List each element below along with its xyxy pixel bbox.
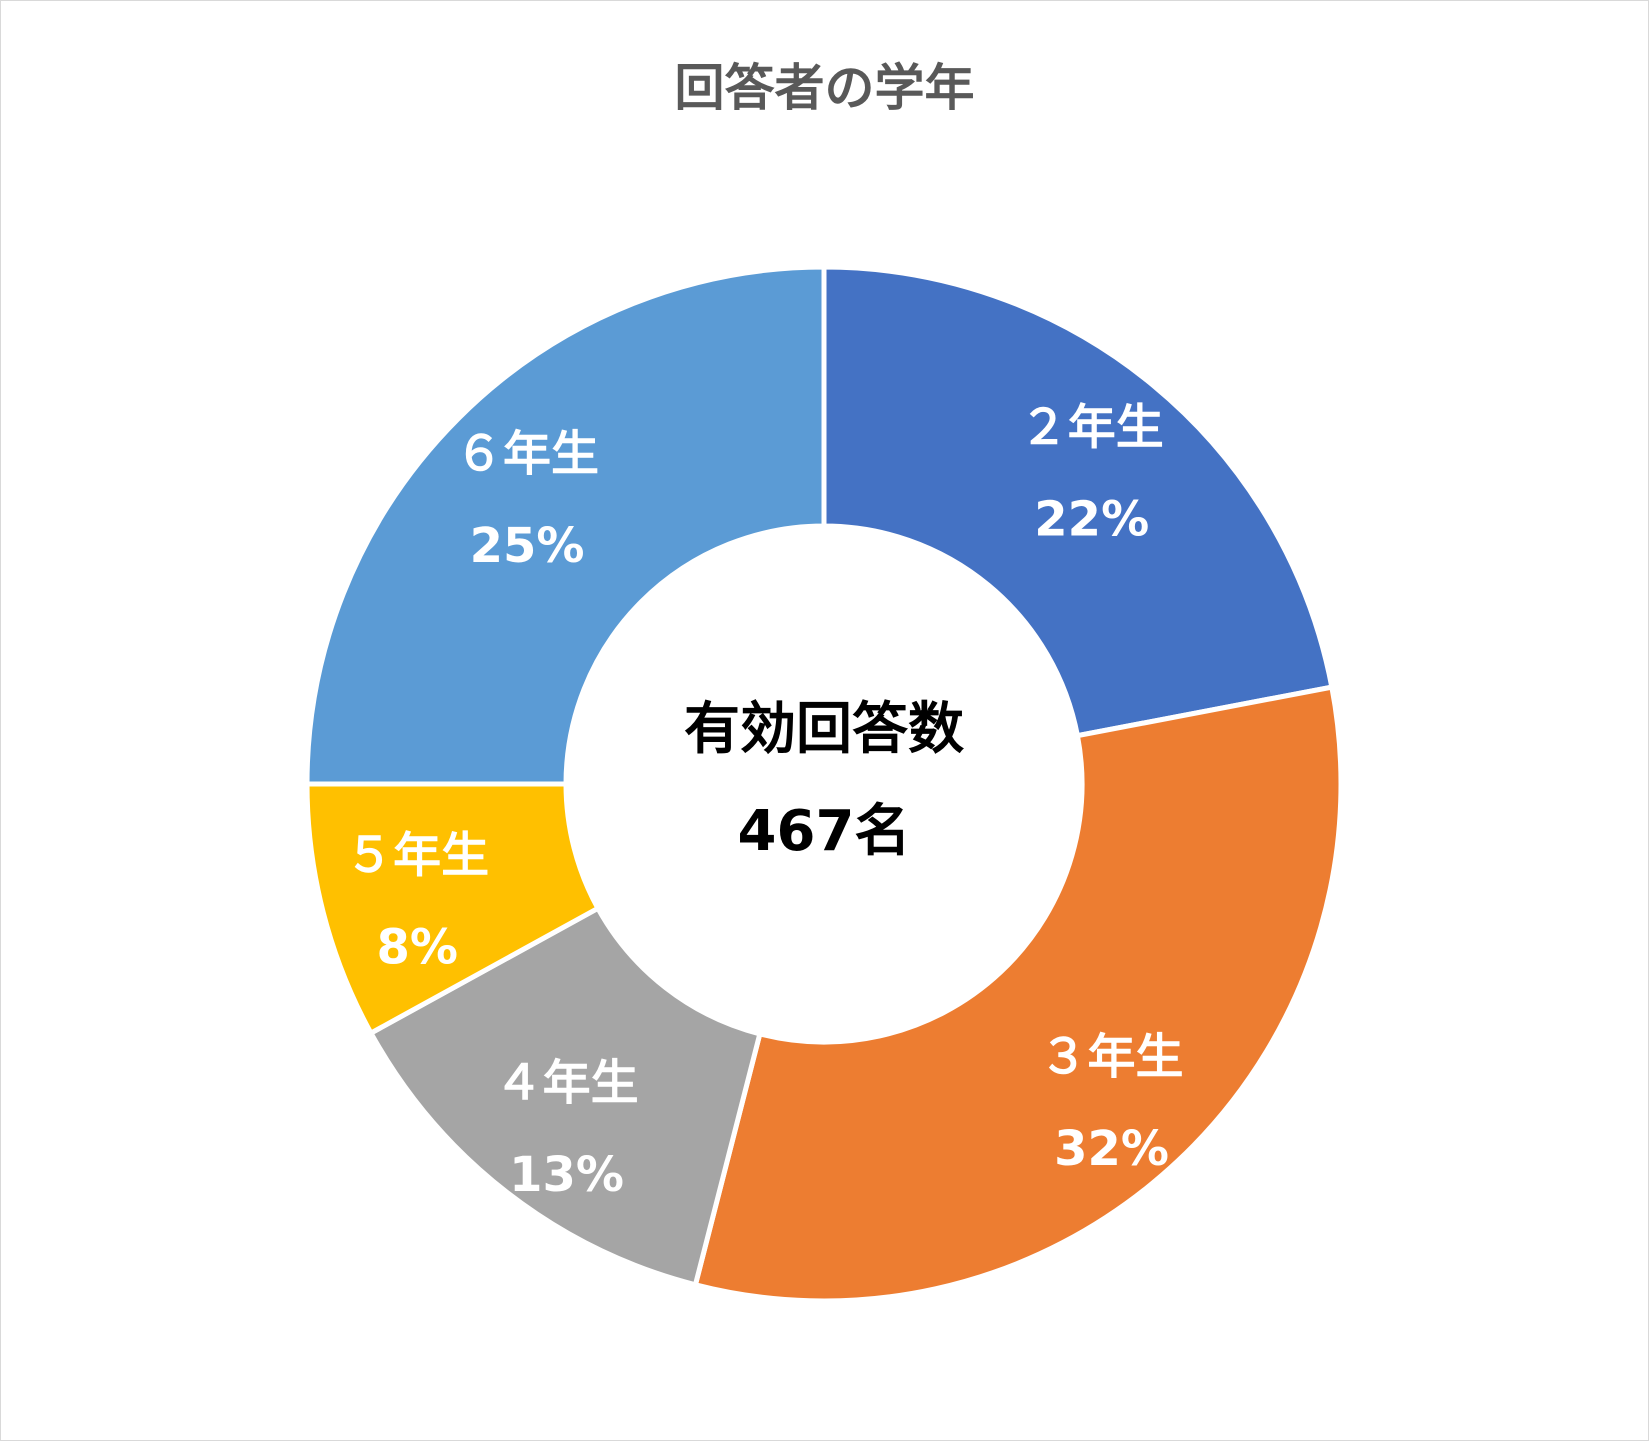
slice-2-percent-label: 32% bbox=[1054, 1121, 1169, 1177]
slice-5 bbox=[304, 264, 827, 787]
slice-4-percent-label: 8% bbox=[376, 919, 458, 975]
slice-3 bbox=[367, 904, 763, 1288]
slice-3-name-label: ４年生 bbox=[495, 1055, 639, 1111]
labels-group: ２年生 22% ３年生 32% ４年生 13% ５年生 8% ６年生 25% bbox=[345, 399, 1183, 1202]
slice-5-percent-label: 25% bbox=[470, 518, 585, 574]
slice-1 bbox=[821, 264, 1335, 739]
slice-3-percent-label: 13% bbox=[509, 1147, 624, 1203]
slice-1-name-label: ２年生 bbox=[1020, 399, 1164, 455]
slice-1-percent-label: 22% bbox=[1034, 491, 1149, 547]
center-label: 有効回答数 bbox=[684, 697, 964, 762]
slice-5-name-label: ６年生 bbox=[455, 426, 599, 482]
chart-title: 回答者の学年 bbox=[674, 59, 975, 117]
slice-4-name-label: ５年生 bbox=[345, 827, 489, 883]
center-value: 467名 bbox=[738, 799, 911, 864]
slice-2-name-label: ３年生 bbox=[1040, 1029, 1184, 1085]
slice-2 bbox=[692, 684, 1344, 1304]
slices-group bbox=[304, 264, 1344, 1304]
